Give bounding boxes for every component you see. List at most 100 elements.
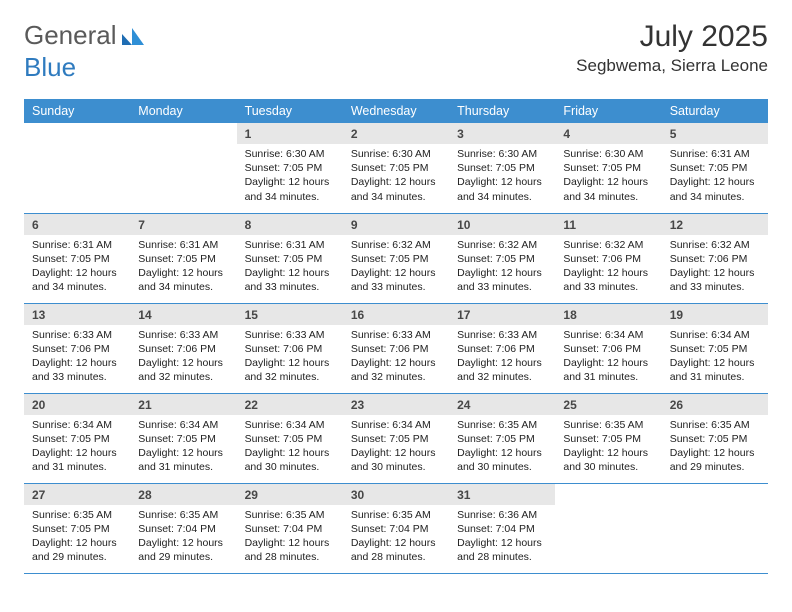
day-number: 10 [449, 214, 555, 235]
calendar-day-cell: 14Sunrise: 6:33 AMSunset: 7:06 PMDayligh… [130, 303, 236, 393]
calendar-empty-cell [662, 483, 768, 573]
day-details: Sunrise: 6:32 AMSunset: 7:06 PMDaylight:… [555, 235, 661, 301]
day-details: Sunrise: 6:34 AMSunset: 7:05 PMDaylight:… [130, 415, 236, 481]
day-details: Sunrise: 6:31 AMSunset: 7:05 PMDaylight:… [24, 235, 130, 301]
day-details: Sunrise: 6:33 AMSunset: 7:06 PMDaylight:… [130, 325, 236, 391]
brand-mark-icon [121, 26, 145, 46]
location-name: Segbwema, Sierra Leone [576, 56, 768, 76]
calendar-day-cell: 4Sunrise: 6:30 AMSunset: 7:05 PMDaylight… [555, 123, 661, 213]
day-details: Sunrise: 6:34 AMSunset: 7:05 PMDaylight:… [237, 415, 343, 481]
day-details: Sunrise: 6:30 AMSunset: 7:05 PMDaylight:… [555, 144, 661, 210]
day-details: Sunrise: 6:34 AMSunset: 7:05 PMDaylight:… [662, 325, 768, 391]
day-details: Sunrise: 6:30 AMSunset: 7:05 PMDaylight:… [343, 144, 449, 210]
calendar-day-cell: 21Sunrise: 6:34 AMSunset: 7:05 PMDayligh… [130, 393, 236, 483]
day-details: Sunrise: 6:30 AMSunset: 7:05 PMDaylight:… [237, 144, 343, 210]
day-number: 20 [24, 394, 130, 415]
day-details: Sunrise: 6:33 AMSunset: 7:06 PMDaylight:… [343, 325, 449, 391]
calendar-day-cell: 12Sunrise: 6:32 AMSunset: 7:06 PMDayligh… [662, 213, 768, 303]
day-number: 2 [343, 123, 449, 144]
day-details: Sunrise: 6:32 AMSunset: 7:05 PMDaylight:… [343, 235, 449, 301]
calendar-day-cell: 3Sunrise: 6:30 AMSunset: 7:05 PMDaylight… [449, 123, 555, 213]
day-details: Sunrise: 6:36 AMSunset: 7:04 PMDaylight:… [449, 505, 555, 571]
day-number: 19 [662, 304, 768, 325]
calendar-day-cell: 30Sunrise: 6:35 AMSunset: 7:04 PMDayligh… [343, 483, 449, 573]
day-number: 12 [662, 214, 768, 235]
day-details: Sunrise: 6:31 AMSunset: 7:05 PMDaylight:… [130, 235, 236, 301]
day-number: 23 [343, 394, 449, 415]
month-title: July 2025 [576, 20, 768, 54]
weekday-header: Monday [130, 99, 236, 123]
calendar-day-cell: 22Sunrise: 6:34 AMSunset: 7:05 PMDayligh… [237, 393, 343, 483]
day-details: Sunrise: 6:35 AMSunset: 7:05 PMDaylight:… [555, 415, 661, 481]
day-number: 1 [237, 123, 343, 144]
calendar-week-row: 6Sunrise: 6:31 AMSunset: 7:05 PMDaylight… [24, 213, 768, 303]
day-number: 18 [555, 304, 661, 325]
calendar-body: 1Sunrise: 6:30 AMSunset: 7:05 PMDaylight… [24, 123, 768, 573]
weekday-header: Tuesday [237, 99, 343, 123]
calendar-week-row: 27Sunrise: 6:35 AMSunset: 7:05 PMDayligh… [24, 483, 768, 573]
day-details: Sunrise: 6:35 AMSunset: 7:04 PMDaylight:… [237, 505, 343, 571]
day-details: Sunrise: 6:31 AMSunset: 7:05 PMDaylight:… [237, 235, 343, 301]
day-number: 14 [130, 304, 236, 325]
calendar-week-row: 1Sunrise: 6:30 AMSunset: 7:05 PMDaylight… [24, 123, 768, 213]
calendar-day-cell: 27Sunrise: 6:35 AMSunset: 7:05 PMDayligh… [24, 483, 130, 573]
day-number: 27 [24, 484, 130, 505]
day-number: 26 [662, 394, 768, 415]
calendar-day-cell: 28Sunrise: 6:35 AMSunset: 7:04 PMDayligh… [130, 483, 236, 573]
calendar-week-row: 13Sunrise: 6:33 AMSunset: 7:06 PMDayligh… [24, 303, 768, 393]
calendar-day-cell: 20Sunrise: 6:34 AMSunset: 7:05 PMDayligh… [24, 393, 130, 483]
day-number: 30 [343, 484, 449, 505]
day-number: 24 [449, 394, 555, 415]
calendar-day-cell: 29Sunrise: 6:35 AMSunset: 7:04 PMDayligh… [237, 483, 343, 573]
day-number: 28 [130, 484, 236, 505]
day-number: 16 [343, 304, 449, 325]
day-number: 22 [237, 394, 343, 415]
calendar-empty-cell [555, 483, 661, 573]
day-number: 17 [449, 304, 555, 325]
calendar-empty-cell [24, 123, 130, 213]
day-details: Sunrise: 6:35 AMSunset: 7:05 PMDaylight:… [449, 415, 555, 481]
weekday-header: Sunday [24, 99, 130, 123]
day-details: Sunrise: 6:33 AMSunset: 7:06 PMDaylight:… [24, 325, 130, 391]
day-number: 13 [24, 304, 130, 325]
calendar-day-cell: 17Sunrise: 6:33 AMSunset: 7:06 PMDayligh… [449, 303, 555, 393]
calendar-day-cell: 19Sunrise: 6:34 AMSunset: 7:05 PMDayligh… [662, 303, 768, 393]
day-number: 7 [130, 214, 236, 235]
day-number: 11 [555, 214, 661, 235]
day-number: 21 [130, 394, 236, 415]
calendar-day-cell: 25Sunrise: 6:35 AMSunset: 7:05 PMDayligh… [555, 393, 661, 483]
day-details: Sunrise: 6:34 AMSunset: 7:06 PMDaylight:… [555, 325, 661, 391]
day-details: Sunrise: 6:30 AMSunset: 7:05 PMDaylight:… [449, 144, 555, 210]
calendar-day-cell: 23Sunrise: 6:34 AMSunset: 7:05 PMDayligh… [343, 393, 449, 483]
day-details: Sunrise: 6:35 AMSunset: 7:04 PMDaylight:… [343, 505, 449, 571]
day-number: 6 [24, 214, 130, 235]
calendar-day-cell: 5Sunrise: 6:31 AMSunset: 7:05 PMDaylight… [662, 123, 768, 213]
weekday-header: Friday [555, 99, 661, 123]
calendar-day-cell: 18Sunrise: 6:34 AMSunset: 7:06 PMDayligh… [555, 303, 661, 393]
weekday-header: Wednesday [343, 99, 449, 123]
calendar-day-cell: 6Sunrise: 6:31 AMSunset: 7:05 PMDaylight… [24, 213, 130, 303]
calendar-day-cell: 10Sunrise: 6:32 AMSunset: 7:05 PMDayligh… [449, 213, 555, 303]
day-number: 3 [449, 123, 555, 144]
day-details: Sunrise: 6:31 AMSunset: 7:05 PMDaylight:… [662, 144, 768, 210]
day-number: 31 [449, 484, 555, 505]
day-number: 15 [237, 304, 343, 325]
calendar-day-cell: 13Sunrise: 6:33 AMSunset: 7:06 PMDayligh… [24, 303, 130, 393]
day-details: Sunrise: 6:34 AMSunset: 7:05 PMDaylight:… [343, 415, 449, 481]
title-block: July 2025 Segbwema, Sierra Leone [576, 20, 768, 76]
day-details: Sunrise: 6:32 AMSunset: 7:05 PMDaylight:… [449, 235, 555, 301]
day-details: Sunrise: 6:34 AMSunset: 7:05 PMDaylight:… [24, 415, 130, 481]
calendar-day-cell: 11Sunrise: 6:32 AMSunset: 7:06 PMDayligh… [555, 213, 661, 303]
day-details: Sunrise: 6:33 AMSunset: 7:06 PMDaylight:… [237, 325, 343, 391]
brand-part1: General [24, 20, 117, 51]
weekday-header: Thursday [449, 99, 555, 123]
day-details: Sunrise: 6:35 AMSunset: 7:04 PMDaylight:… [130, 505, 236, 571]
calendar-day-cell: 31Sunrise: 6:36 AMSunset: 7:04 PMDayligh… [449, 483, 555, 573]
calendar-empty-cell [130, 123, 236, 213]
brand-logo: General [24, 20, 147, 51]
day-details: Sunrise: 6:33 AMSunset: 7:06 PMDaylight:… [449, 325, 555, 391]
calendar-week-row: 20Sunrise: 6:34 AMSunset: 7:05 PMDayligh… [24, 393, 768, 483]
calendar-day-cell: 2Sunrise: 6:30 AMSunset: 7:05 PMDaylight… [343, 123, 449, 213]
day-details: Sunrise: 6:32 AMSunset: 7:06 PMDaylight:… [662, 235, 768, 301]
calendar-day-cell: 1Sunrise: 6:30 AMSunset: 7:05 PMDaylight… [237, 123, 343, 213]
